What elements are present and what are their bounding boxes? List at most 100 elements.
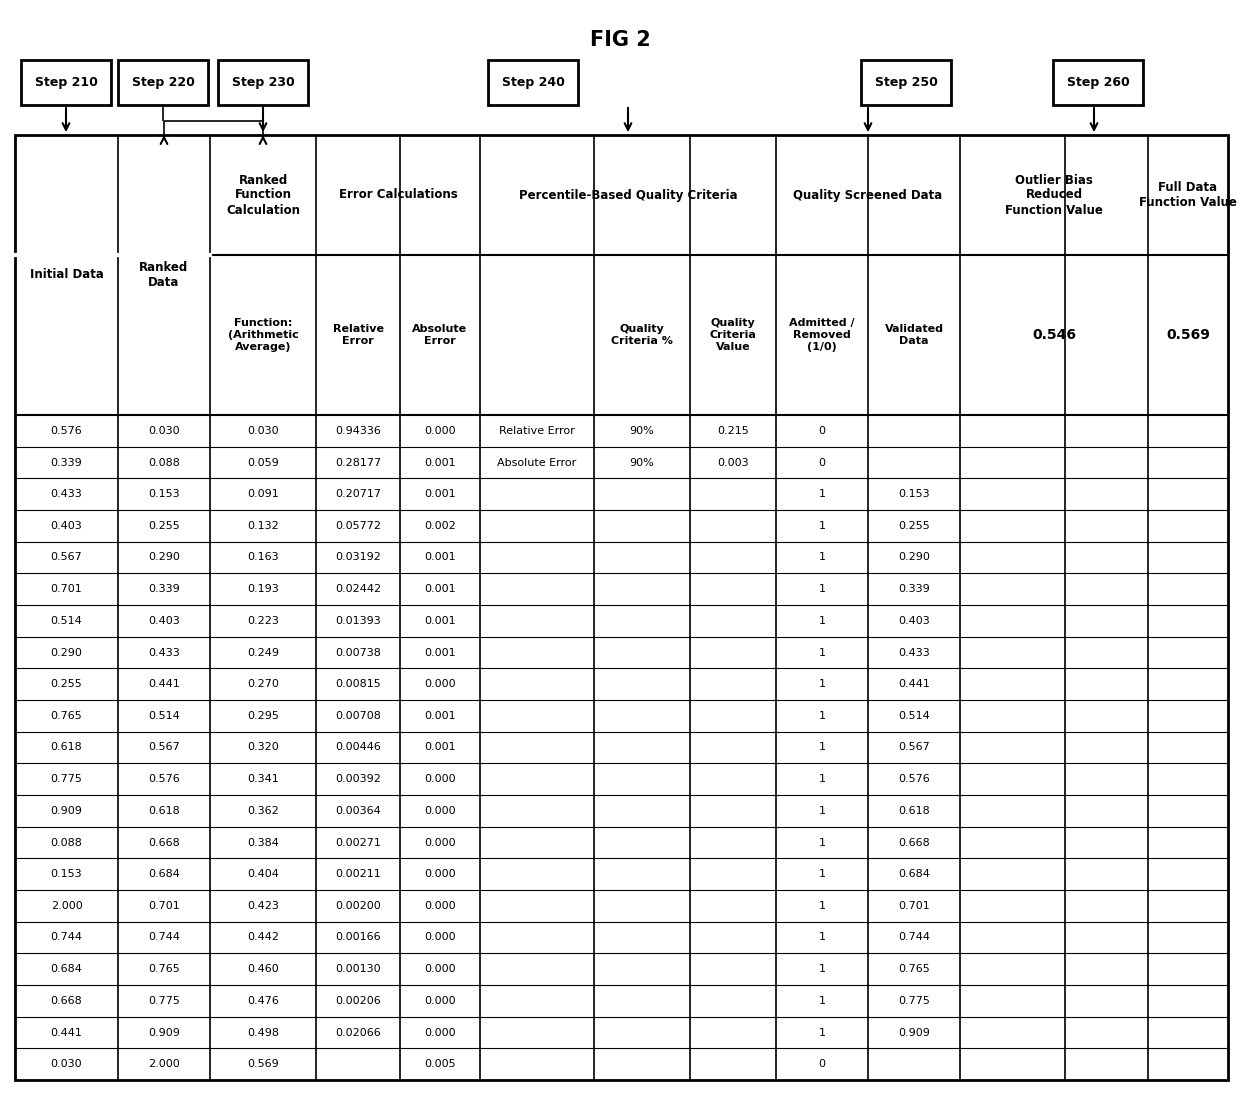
Text: 0.02066: 0.02066 <box>335 1028 381 1038</box>
Bar <box>861 60 951 105</box>
Bar <box>218 60 308 105</box>
Text: 1: 1 <box>818 584 826 594</box>
Text: 0.403: 0.403 <box>51 521 82 531</box>
Text: Validated
Data: Validated Data <box>884 325 944 346</box>
Text: 1: 1 <box>818 869 826 879</box>
Text: 0.339: 0.339 <box>148 584 180 594</box>
Text: 1: 1 <box>818 775 826 785</box>
Text: 0.514: 0.514 <box>51 616 82 626</box>
Text: FIG 2: FIG 2 <box>590 30 650 50</box>
Text: 0.618: 0.618 <box>898 806 930 816</box>
Text: 0.000: 0.000 <box>424 901 456 911</box>
Text: 1: 1 <box>818 806 826 816</box>
Text: 0.94336: 0.94336 <box>335 426 381 436</box>
Text: 1: 1 <box>818 964 826 974</box>
Text: 0.223: 0.223 <box>247 616 279 626</box>
Text: 0.618: 0.618 <box>51 742 82 752</box>
Text: 0.684: 0.684 <box>898 869 930 879</box>
Text: 0.701: 0.701 <box>148 901 180 911</box>
Text: 0.088: 0.088 <box>51 837 82 847</box>
Text: 0.00364: 0.00364 <box>335 806 381 816</box>
Text: Step 230: Step 230 <box>232 76 294 89</box>
Text: 1: 1 <box>818 995 826 1006</box>
Text: 0: 0 <box>818 458 826 468</box>
Text: 1: 1 <box>818 901 826 911</box>
Text: 0.433: 0.433 <box>898 647 930 657</box>
Text: Admitted /
Removed
(1/0): Admitted / Removed (1/0) <box>789 318 854 352</box>
Text: 0.20717: 0.20717 <box>335 489 381 499</box>
Text: 0.775: 0.775 <box>148 995 180 1006</box>
Text: 0.433: 0.433 <box>51 489 82 499</box>
Text: 0.546: 0.546 <box>1032 328 1076 341</box>
Text: 0.441: 0.441 <box>898 680 930 690</box>
Text: 0.423: 0.423 <box>247 901 279 911</box>
Text: Step 220: Step 220 <box>131 76 195 89</box>
Text: 0.000: 0.000 <box>424 1028 456 1038</box>
Text: 0.091: 0.091 <box>247 489 279 499</box>
Text: 0.002: 0.002 <box>424 521 456 531</box>
Text: 1: 1 <box>818 742 826 752</box>
Text: Absolute
Error: Absolute Error <box>413 325 467 346</box>
Text: 0.433: 0.433 <box>148 647 180 657</box>
Text: 0.193: 0.193 <box>247 584 279 594</box>
Text: 2.000: 2.000 <box>148 1059 180 1069</box>
Text: 0.909: 0.909 <box>148 1028 180 1038</box>
Text: 1: 1 <box>818 489 826 499</box>
Text: 1: 1 <box>818 552 826 562</box>
Text: 1: 1 <box>818 680 826 690</box>
Text: 0.000: 0.000 <box>424 426 456 436</box>
Text: 0.153: 0.153 <box>898 489 930 499</box>
Text: 0.01393: 0.01393 <box>335 616 381 626</box>
Text: 0.00815: 0.00815 <box>335 680 381 690</box>
Text: 0.514: 0.514 <box>898 711 930 721</box>
Text: 0.249: 0.249 <box>247 647 279 657</box>
Text: 0.000: 0.000 <box>424 680 456 690</box>
Text: 0.153: 0.153 <box>149 489 180 499</box>
Text: 0.059: 0.059 <box>247 458 279 468</box>
Text: Ranked
Function
Calculation: Ranked Function Calculation <box>226 173 300 217</box>
Text: Relative
Error: Relative Error <box>332 325 383 346</box>
Text: 0.320: 0.320 <box>247 742 279 752</box>
Text: 90%: 90% <box>630 458 655 468</box>
Text: Ranked
Data: Ranked Data <box>139 261 188 289</box>
Text: 0.909: 0.909 <box>51 806 82 816</box>
Text: 0.569: 0.569 <box>247 1059 279 1069</box>
Text: 0.001: 0.001 <box>424 584 456 594</box>
Text: 0.000: 0.000 <box>424 964 456 974</box>
Bar <box>15 135 1228 1080</box>
Text: 0.005: 0.005 <box>424 1059 456 1069</box>
Text: 0.001: 0.001 <box>424 616 456 626</box>
Text: 0.765: 0.765 <box>148 964 180 974</box>
Text: 0.290: 0.290 <box>898 552 930 562</box>
Text: 0.567: 0.567 <box>148 742 180 752</box>
Text: 0.088: 0.088 <box>148 458 180 468</box>
Text: Absolute Error: Absolute Error <box>497 458 577 468</box>
Text: Initial Data: Initial Data <box>30 269 103 281</box>
Text: 0.775: 0.775 <box>898 995 930 1006</box>
Text: Step 210: Step 210 <box>35 76 98 89</box>
Text: 0.02442: 0.02442 <box>335 584 381 594</box>
Text: 0.576: 0.576 <box>51 426 82 436</box>
Text: 0.775: 0.775 <box>51 775 82 785</box>
Text: 0.339: 0.339 <box>898 584 930 594</box>
Text: Quality
Criteria
Value: Quality Criteria Value <box>709 318 756 352</box>
Text: 0.00392: 0.00392 <box>335 775 381 785</box>
Text: 0.153: 0.153 <box>51 869 82 879</box>
Text: 0: 0 <box>818 1059 826 1069</box>
Text: 0.701: 0.701 <box>898 901 930 911</box>
Text: 0.001: 0.001 <box>424 742 456 752</box>
Text: 1: 1 <box>818 616 826 626</box>
Text: 1: 1 <box>818 837 826 847</box>
Text: Quality
Criteria %: Quality Criteria % <box>611 325 673 346</box>
Text: 0.684: 0.684 <box>148 869 180 879</box>
Bar <box>21 60 112 105</box>
Text: Relative Error: Relative Error <box>500 426 575 436</box>
Text: 0.403: 0.403 <box>898 616 930 626</box>
Text: 1: 1 <box>818 647 826 657</box>
Text: 0.00130: 0.00130 <box>335 964 381 974</box>
Text: 0.000: 0.000 <box>424 933 456 943</box>
Text: 0.290: 0.290 <box>148 552 180 562</box>
Text: 0.00271: 0.00271 <box>335 837 381 847</box>
Text: 0.001: 0.001 <box>424 711 456 721</box>
Text: 0.765: 0.765 <box>51 711 82 721</box>
